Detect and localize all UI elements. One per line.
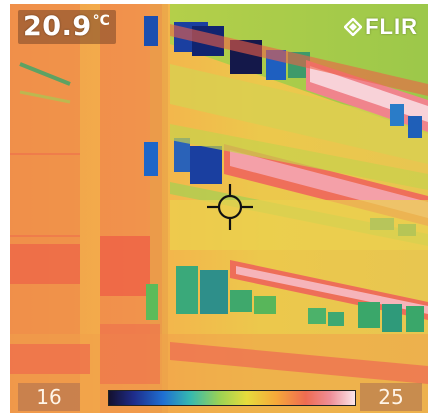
brand-name: FLIR (365, 14, 418, 39)
flir-logo-icon (344, 18, 363, 36)
flir-logo: FLIR (344, 14, 418, 40)
spot-temperature-unit: °C (92, 13, 110, 29)
spot-meter-crosshair-icon (207, 184, 253, 230)
spot-temperature-value: 20.9 (23, 11, 92, 42)
scale-max-value: 25 (378, 385, 404, 409)
scale-max-box: 25 (360, 383, 422, 411)
temperature-scale-bar: 16 25 (10, 377, 428, 413)
color-palette-bar (108, 390, 356, 406)
scale-min-box: 16 (18, 383, 80, 411)
scale-min-value: 16 (36, 385, 62, 409)
spot-temperature-readout: 20.9°C (18, 10, 116, 44)
thermal-viewer: 20.9°C FLIR 16 25 (10, 4, 428, 413)
